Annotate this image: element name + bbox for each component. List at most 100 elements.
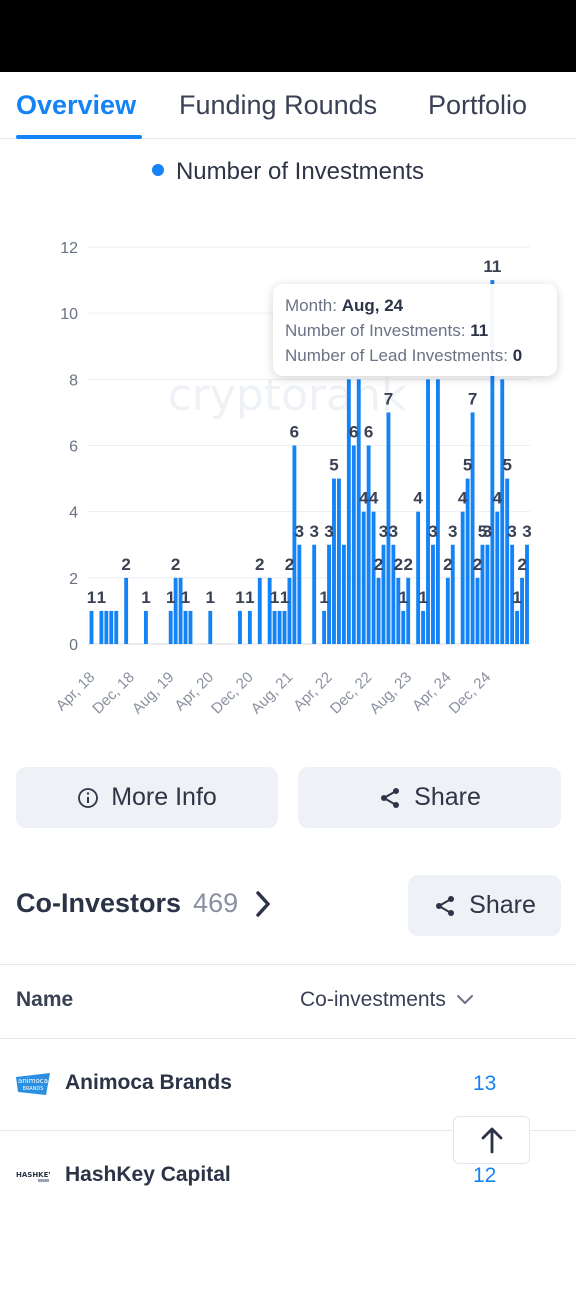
tooltip-investments-row: Number of Investments: 11	[285, 318, 545, 343]
bar[interactable]	[297, 544, 302, 644]
bar[interactable]	[287, 577, 292, 644]
column-header-co-investments-label: Co-investments	[300, 988, 446, 1011]
bar[interactable]	[450, 544, 455, 644]
bar[interactable]	[510, 544, 515, 644]
bar[interactable]	[144, 610, 148, 644]
bar[interactable]	[356, 379, 361, 644]
bar[interactable]	[89, 610, 94, 644]
more-info-button[interactable]: More Info	[16, 767, 278, 828]
y-tick-label: 8	[69, 372, 78, 389]
bar[interactable]	[485, 544, 490, 644]
status-bar	[0, 0, 576, 72]
bar[interactable]	[257, 577, 262, 644]
bar[interactable]	[104, 610, 109, 644]
bar[interactable]	[282, 610, 287, 644]
data-label: 2	[121, 555, 130, 574]
bar[interactable]	[431, 544, 435, 644]
bar[interactable]	[366, 445, 371, 645]
bar[interactable]	[361, 511, 366, 644]
bar[interactable]	[208, 610, 213, 644]
co-investments-count[interactable]: 13	[473, 1072, 497, 1095]
bar[interactable]	[490, 280, 495, 644]
x-tick-label: Dec, 24	[446, 669, 495, 718]
bar[interactable]	[391, 544, 396, 644]
share-chart-button[interactable]: Share	[298, 767, 561, 828]
tab-portfolio[interactable]: Portfolio	[428, 90, 528, 120]
bar[interactable]	[188, 610, 193, 644]
bar[interactable]	[173, 577, 178, 644]
chart-bars[interactable]	[89, 280, 529, 645]
data-label: 1	[87, 588, 96, 607]
bar[interactable]	[238, 610, 242, 644]
bar[interactable]	[505, 478, 510, 644]
bar[interactable]	[114, 610, 119, 644]
data-label: 3	[379, 522, 388, 541]
divider	[0, 1038, 576, 1039]
bar[interactable]	[247, 610, 252, 644]
bar[interactable]	[327, 544, 331, 644]
co-investors-header[interactable]: Co-Investors 469	[16, 888, 272, 919]
bar[interactable]	[109, 610, 114, 644]
co-investments-count[interactable]: 12	[473, 1164, 497, 1187]
bar[interactable]	[465, 478, 470, 644]
bar[interactable]	[376, 577, 381, 644]
bar[interactable]	[435, 379, 440, 644]
chevron-right-icon[interactable]	[254, 890, 272, 918]
bar[interactable]	[346, 379, 351, 644]
x-tick-label: Dec, 22	[327, 669, 376, 718]
bar[interactable]	[371, 511, 376, 644]
share-icon	[436, 895, 455, 916]
bar[interactable]	[396, 577, 401, 644]
tab-funding-rounds[interactable]: Funding Rounds	[179, 90, 378, 120]
bar[interactable]	[124, 577, 129, 644]
x-tick-label: Aug, 21	[248, 669, 297, 718]
bar[interactable]	[168, 610, 173, 644]
bar[interactable]	[351, 445, 356, 645]
bar[interactable]	[381, 544, 386, 644]
bar[interactable]	[520, 577, 524, 644]
bar[interactable]	[445, 577, 450, 644]
bar[interactable]	[178, 577, 183, 644]
chart-legend[interactable]: Number of Investments	[0, 158, 576, 186]
bar[interactable]	[267, 577, 272, 644]
bar[interactable]	[480, 544, 485, 644]
bar[interactable]	[312, 544, 317, 644]
co-investors-share-button[interactable]: Share	[408, 875, 561, 936]
bar[interactable]	[460, 511, 465, 644]
bar[interactable]	[406, 577, 411, 644]
chart-tooltip: Month: Aug, 24 Number of Investments: 11…	[273, 284, 557, 376]
data-label: 2	[403, 555, 412, 574]
bar[interactable]	[421, 610, 426, 644]
bar[interactable]	[515, 610, 520, 644]
data-label: 2	[171, 555, 180, 574]
bar[interactable]	[401, 610, 406, 644]
bar[interactable]	[341, 544, 346, 644]
bar[interactable]	[292, 445, 297, 645]
more-info-label: More Info	[111, 783, 217, 811]
column-header-co-investments[interactable]: Co-investments	[300, 988, 474, 1012]
bar[interactable]	[426, 379, 430, 644]
column-header-name[interactable]: Name	[16, 988, 74, 1011]
bar[interactable]	[332, 478, 336, 644]
scroll-to-top-button[interactable]	[453, 1116, 530, 1164]
bar[interactable]	[475, 577, 480, 644]
bar[interactable]	[277, 610, 282, 644]
tab-overview[interactable]: Overview	[16, 90, 137, 120]
bar[interactable]	[272, 610, 277, 644]
bar[interactable]	[416, 511, 421, 644]
bar[interactable]	[99, 610, 104, 644]
bar[interactable]	[337, 478, 341, 644]
bar[interactable]	[500, 379, 505, 644]
co-investors-share-label: Share	[469, 891, 536, 919]
bar[interactable]	[525, 544, 529, 644]
co-investor-name[interactable]: HashKey Capital	[65, 1163, 231, 1186]
bar[interactable]	[386, 412, 391, 644]
bar[interactable]	[470, 412, 475, 644]
co-investor-name[interactable]: Animoca Brands	[65, 1071, 232, 1094]
bar[interactable]	[495, 511, 500, 644]
hashkey-logo-text: HASHKEY	[16, 1171, 50, 1179]
bar[interactable]	[322, 610, 327, 644]
bar[interactable]	[183, 610, 188, 644]
